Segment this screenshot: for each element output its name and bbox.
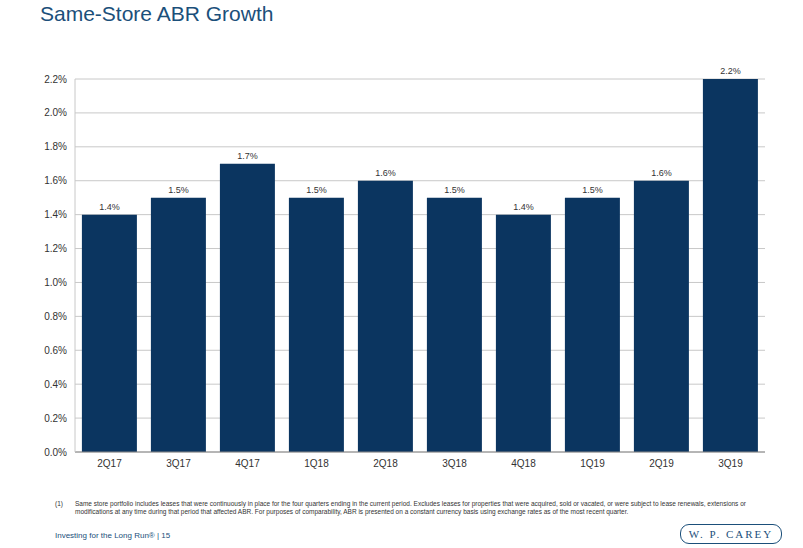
svg-text:1.0%: 1.0%	[44, 277, 67, 288]
html-text:(1): (1)	[55, 500, 63, 507]
svg-text:3Q17: 3Q17	[166, 458, 191, 469]
svg-text:2.2%: 2.2%	[44, 74, 67, 85]
svg-text:1.4%: 1.4%	[44, 209, 67, 220]
svg-text:1.6%: 1.6%	[651, 168, 672, 178]
html-text:Same store portfolio includes: Same store portfolio includes leases tha…	[75, 500, 746, 515]
svg-text:4Q17: 4Q17	[235, 458, 260, 469]
svg-text:1.6%: 1.6%	[44, 175, 67, 186]
svg-text:4Q18: 4Q18	[511, 458, 536, 469]
svg-text:0.2%: 0.2%	[44, 413, 67, 424]
svg-text:1.7%: 1.7%	[237, 151, 258, 161]
svg-text:1.5%: 1.5%	[444, 185, 465, 195]
svg-text:1Q19: 1Q19	[580, 458, 605, 469]
svg-text:1Q18: 1Q18	[304, 458, 329, 469]
svg-text:1.8%: 1.8%	[44, 141, 67, 152]
svg-text:0.4%: 0.4%	[44, 379, 67, 390]
svg-text:1.5%: 1.5%	[306, 185, 327, 195]
html-text:Same-Store ABR Growth: Same-Store ABR Growth	[40, 2, 274, 25]
svg-text:1.6%: 1.6%	[375, 168, 396, 178]
svg-text:2Q18: 2Q18	[373, 458, 398, 469]
html-text:W. P. CAREY: W. P. CAREY	[688, 528, 774, 540]
svg-text:1.2%: 1.2%	[44, 243, 67, 254]
svg-text:2Q19: 2Q19	[649, 458, 674, 469]
svg-text:2.0%: 2.0%	[44, 107, 67, 118]
svg-text:1.4%: 1.4%	[513, 202, 534, 212]
svg-text:3Q18: 3Q18	[442, 458, 467, 469]
svg-text:2Q17: 2Q17	[97, 458, 122, 469]
svg-text:0.0%: 0.0%	[44, 447, 67, 458]
svg-text:0.6%: 0.6%	[44, 345, 67, 356]
svg-text:1.5%: 1.5%	[168, 185, 189, 195]
svg-text:1.5%: 1.5%	[582, 185, 603, 195]
html-text:Investing for the Long Run® |: Investing for the Long Run® | 15	[55, 531, 171, 540]
svg-text:2.2%: 2.2%	[720, 66, 741, 76]
svg-text:3Q19: 3Q19	[718, 458, 743, 469]
svg-text:0.8%: 0.8%	[44, 311, 67, 322]
svg-text:1.4%: 1.4%	[99, 202, 120, 212]
